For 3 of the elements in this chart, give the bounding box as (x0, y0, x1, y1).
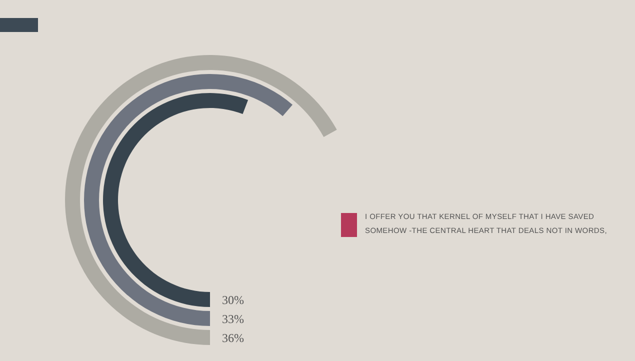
data-label: 36% (222, 330, 244, 346)
data-label: 30% (222, 292, 244, 308)
data-label: 33% (222, 310, 244, 326)
